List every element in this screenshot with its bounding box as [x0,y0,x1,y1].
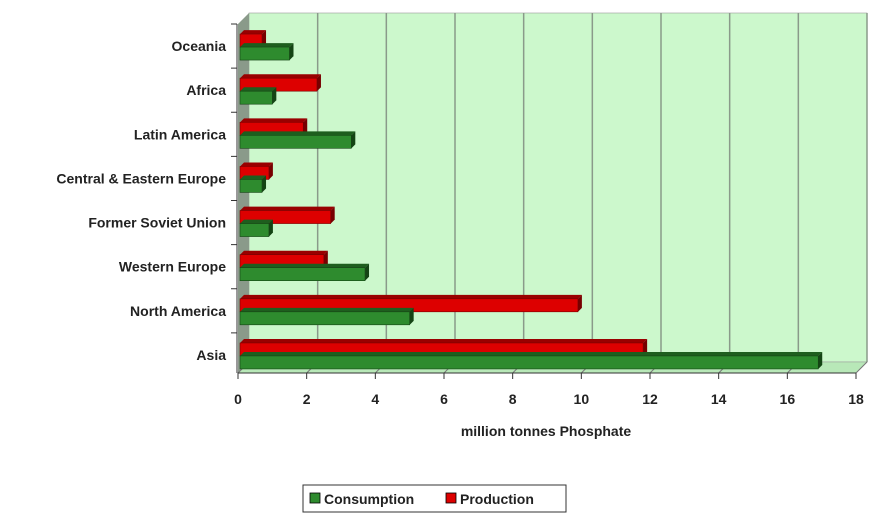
bar-top-consumption [240,175,267,180]
bar-top-production [240,294,582,299]
bar-top-production [240,162,273,167]
bar-top-consumption [240,307,414,312]
legend-label-consumption: Consumption [324,491,414,507]
legend-label-production: Production [460,491,534,507]
bar-side-production [323,250,328,268]
bar-consumption [239,223,270,237]
x-tick-label: 8 [509,391,517,407]
bar-side-production [268,162,273,180]
x-tick-label: 16 [780,391,796,407]
bar-side-production [577,294,582,312]
x-tick-label: 6 [440,391,448,407]
bar-top-consumption [240,131,356,136]
bar-side-consumption [262,175,267,193]
bar-top-production [240,74,321,79]
bar-top-production [240,206,335,211]
x-tick-label: 0 [234,391,242,407]
x-tick-label: 2 [303,391,311,407]
y-tick-label: Former Soviet Union [88,215,226,231]
x-axis-label: million tonnes Phosphate [461,423,632,439]
y-tick-label: Asia [196,347,226,363]
bar-consumption [239,311,410,326]
y-tick-label: Latin America [134,126,226,142]
bar-consumption [239,179,263,193]
bar-side-consumption [409,307,414,325]
bar-side-production [316,74,321,92]
bars [239,30,823,370]
x-tick-label: 4 [371,391,379,407]
x-tick-label: 10 [574,391,590,407]
bar-side-production [330,206,335,224]
bar-consumption [239,267,366,281]
bar-side-consumption [365,263,370,281]
bar-top-consumption [240,219,273,224]
legend-box [302,484,567,513]
x-tick-label: 14 [711,391,727,407]
bar-side-consumption [272,87,277,105]
y-tick-label: North America [130,303,226,319]
floor-gridline [855,361,868,374]
y-tick-label: Central & Eastern Europe [56,170,226,186]
bar-top-production [240,118,308,123]
y-tick-label: Oceania [172,38,227,54]
x-tick-label: 18 [848,391,864,407]
bar-consumption [239,135,352,149]
bar-top-consumption [240,351,823,356]
x-tick-label: 12 [642,391,658,407]
bar-side-production [262,30,267,48]
bar-top-consumption [240,87,277,92]
bar-side-consumption [818,351,823,369]
bar-side-production [643,338,648,356]
bar-consumption [239,46,290,61]
bar-top-consumption [240,43,294,48]
bar-consumption [239,90,273,105]
bar-top-production [240,250,328,255]
bar-side-consumption [351,131,356,149]
bar-side-consumption [289,43,294,61]
legend: Consumption Production [302,484,567,513]
bar-top-production [240,30,267,35]
bar-side-consumption [268,219,273,237]
bar-consumption [239,355,819,370]
bar-top-consumption [240,263,370,268]
legend-swatch-production [445,492,457,504]
bar-top-production [240,338,648,343]
y-tick-label: Africa [186,82,226,98]
bar-side-production [303,118,308,136]
legend-swatch-consumption [309,492,321,504]
axes: 0 2 4 6 8 10 12 14 16 18 Oceania Africa Latin Americ… [56,23,864,407]
y-tick-label: Western Europe [119,259,226,275]
